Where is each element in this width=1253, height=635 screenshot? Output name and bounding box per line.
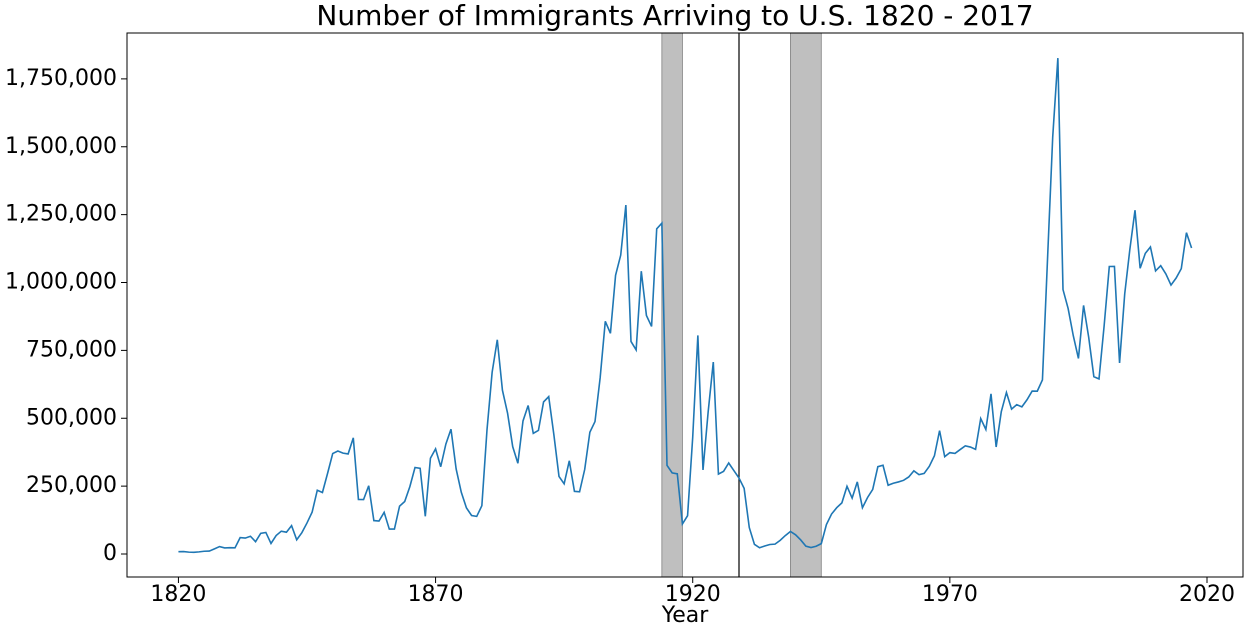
plot-frame	[126, 32, 1244, 578]
x-tick-label: 1920	[665, 582, 721, 607]
x-tick-label: 2020	[1179, 582, 1235, 607]
y-tick-label: 0	[103, 541, 117, 566]
x-axis-label: Year	[661, 603, 710, 628]
data-line	[178, 58, 1193, 554]
y-tick-label: 1,750,000	[5, 66, 117, 91]
shaded-span	[790, 32, 822, 578]
x-tick-label: 1970	[922, 582, 978, 607]
x-tick-label: 1870	[408, 582, 464, 607]
y-tick-label: 1,500,000	[5, 134, 117, 159]
y-tick-label: 1,250,000	[5, 202, 117, 227]
y-tick-label: 1,000,000	[5, 270, 117, 295]
y-tick-label: 750,000	[26, 337, 117, 362]
y-tick-label: 500,000	[26, 405, 117, 430]
y-tick-label: 250,000	[26, 473, 117, 498]
chart-title: Number of Immigrants Arriving to U.S. 18…	[316, 0, 1033, 32]
x-tick-label: 1820	[150, 582, 206, 607]
